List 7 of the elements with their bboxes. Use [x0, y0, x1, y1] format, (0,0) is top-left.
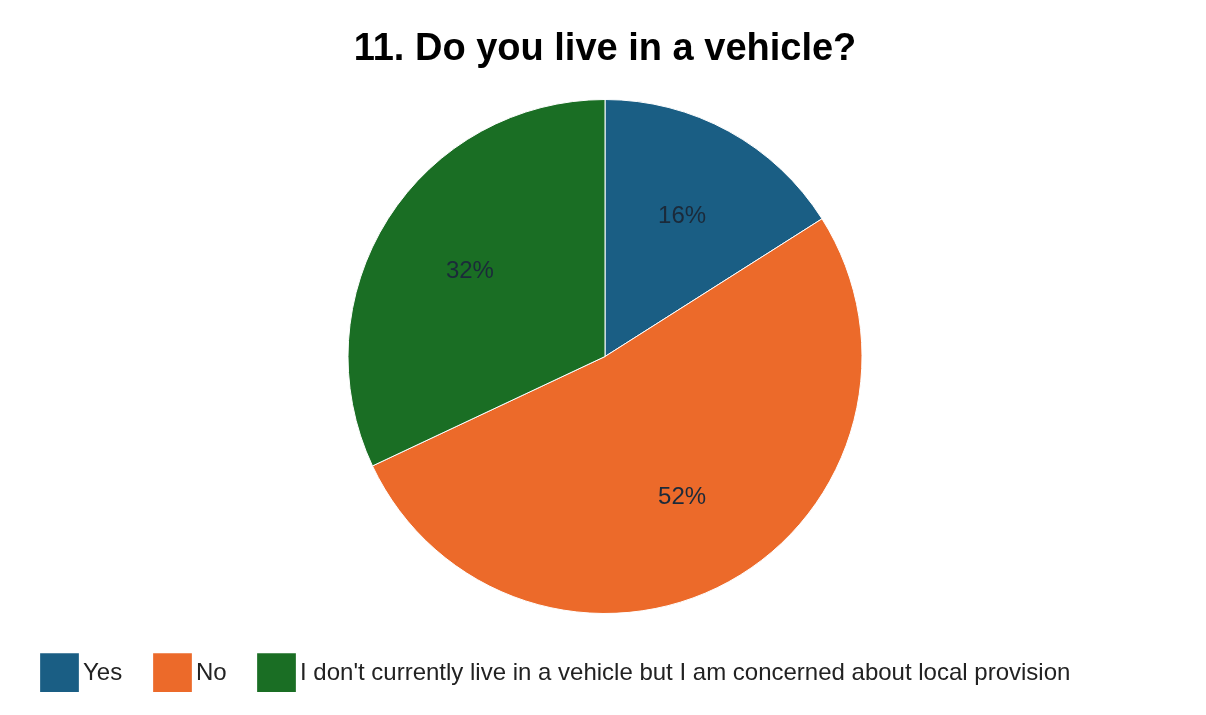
data-label: 16% [658, 201, 707, 229]
legend-label: Yes [83, 657, 123, 685]
chart-title: 11. Do you live in a vehicle? [353, 26, 857, 68]
data-label: 52% [658, 481, 707, 509]
legend-label: No [196, 657, 227, 685]
legend-label: I don't currently live in a vehicle but I am concerned about local provision [300, 657, 1071, 685]
data-label: 32% [445, 255, 494, 283]
